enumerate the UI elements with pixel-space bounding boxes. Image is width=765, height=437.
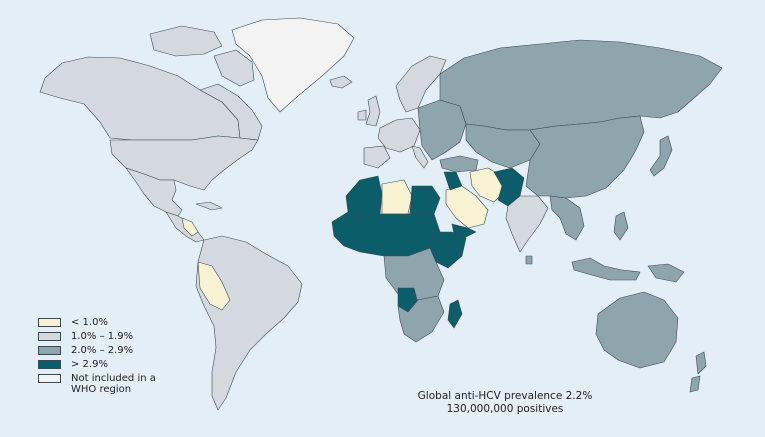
region-turkey (439, 155, 479, 173)
region-uk (365, 95, 381, 127)
region-arctic-islands (149, 25, 223, 57)
legend: < 1.0% 1.0% – 1.9% 2.0% – 2.9% > 2.9% No… (38, 317, 156, 400)
region-south-america (195, 235, 303, 411)
region-iceland (329, 75, 353, 89)
region-philippines (613, 211, 629, 241)
region-canada-east (199, 83, 263, 141)
region-peru (197, 261, 231, 311)
region-levant (443, 171, 463, 191)
region-cuba (195, 201, 223, 211)
region-arabia (445, 185, 489, 229)
legend-item: 2.0% – 2.9% (38, 345, 156, 358)
legend-swatch (38, 318, 61, 327)
legend-label: 2.0% – 2.9% (71, 345, 134, 356)
region-indonesia (571, 257, 641, 281)
region-baffin-island (213, 49, 255, 87)
region-india (505, 195, 549, 253)
prevalence-caption: Global anti-HCV prevalence 2.2% 130,000,… (400, 390, 610, 416)
legend-label: < 1.0% (71, 317, 108, 328)
region-southern-africa (397, 295, 445, 343)
region-greenland (231, 17, 355, 113)
legend-swatch (38, 332, 61, 341)
legend-item: 1.0% – 1.9% (38, 331, 156, 344)
legend-label: 1.0% – 1.9% (71, 331, 134, 342)
legend-item: > 2.9% (38, 359, 156, 372)
region-italy (411, 145, 429, 169)
region-new-guinea (647, 263, 685, 283)
region-central-america-low (181, 217, 199, 237)
region-china (525, 115, 645, 199)
legend-item: < 1.0% (38, 317, 156, 330)
region-ireland (357, 109, 367, 121)
region-iberia (363, 145, 391, 169)
caption-line-prevalence: Global anti-HCV prevalence 2.2% (417, 390, 593, 402)
legend-label: > 2.9% (71, 359, 108, 370)
legend-swatch (38, 374, 61, 383)
region-scandinavia (395, 55, 447, 113)
region-libya (381, 179, 413, 215)
legend-swatch (38, 360, 61, 369)
region-southeast-asia (549, 195, 585, 241)
region-sri-lanka (525, 255, 533, 265)
region-egypt (409, 185, 441, 215)
region-mexico (125, 167, 183, 217)
legend-swatch (38, 346, 61, 355)
region-australia (595, 291, 679, 369)
region-madagascar (447, 299, 463, 329)
region-western-europe (377, 117, 421, 153)
caption-line-positives: 130,000,000 positives (446, 403, 564, 415)
region-central-africa (383, 247, 445, 301)
region-new-zealand (689, 351, 707, 393)
region-japan (649, 135, 673, 177)
legend-label: Not included in a WHO region (71, 373, 156, 395)
legend-item: Not included in a WHO region (38, 373, 156, 399)
